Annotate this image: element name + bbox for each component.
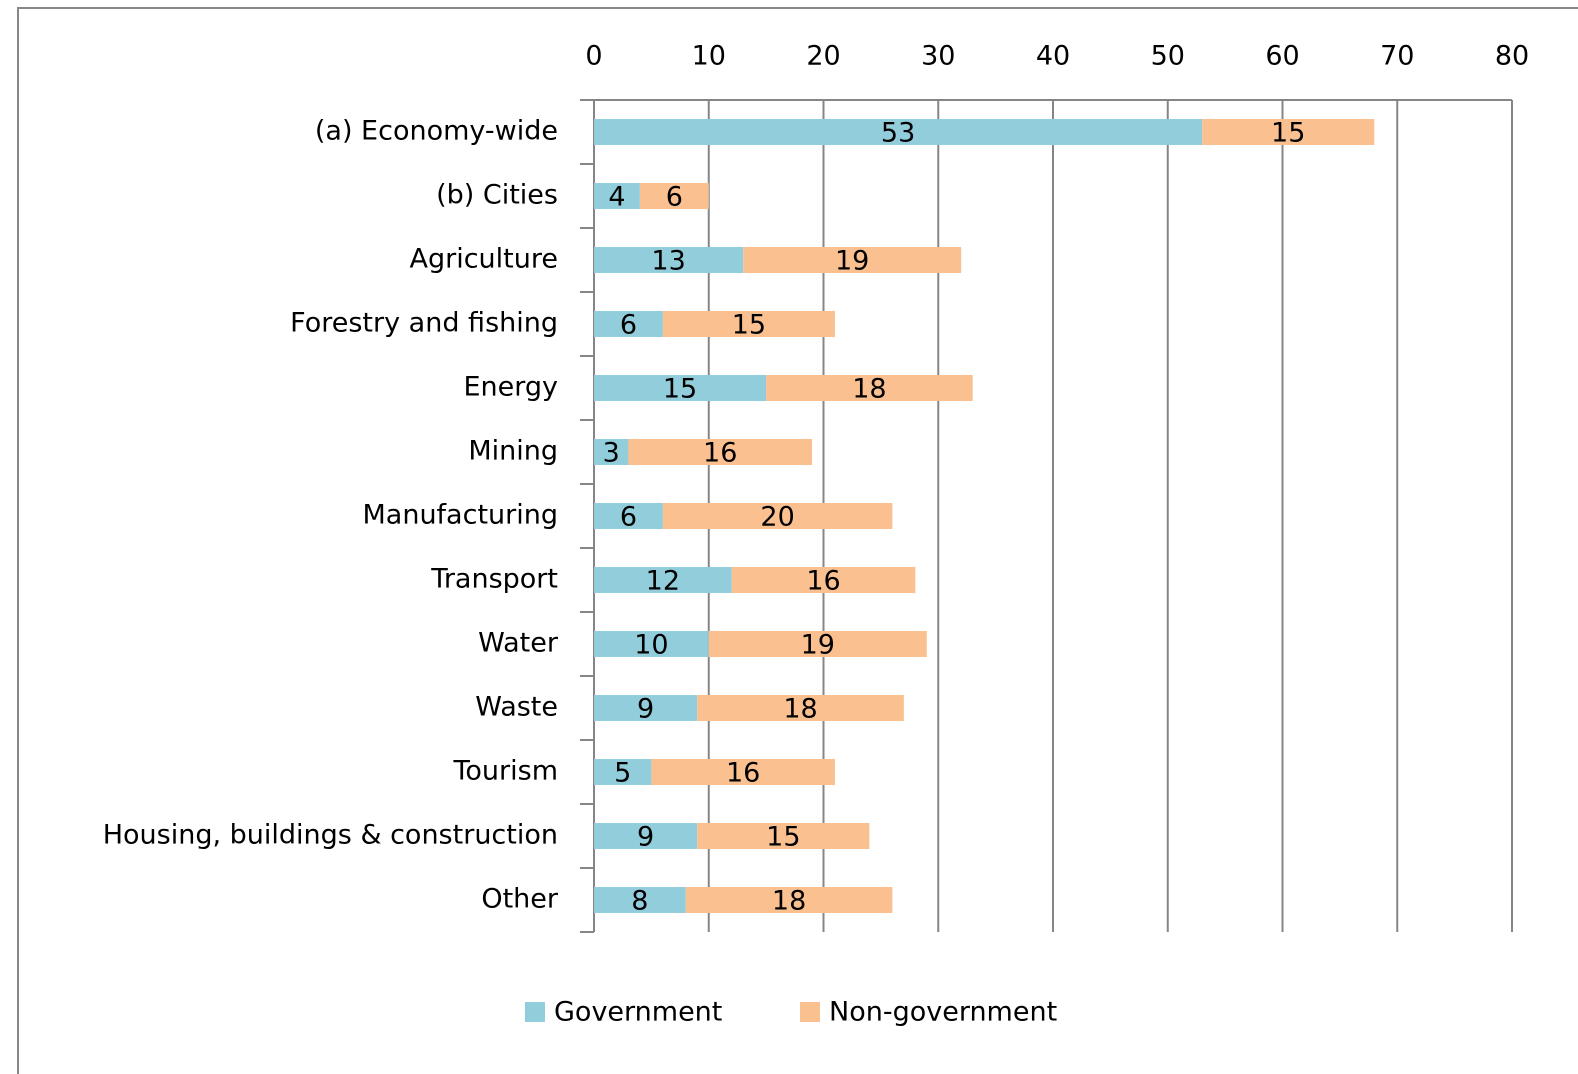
y-tick-label: Forestry and fishing	[290, 308, 558, 339]
x-tick-label: 40	[1036, 41, 1070, 72]
bar-segment	[594, 311, 663, 337]
data-label: 13	[651, 246, 685, 277]
data-label: 16	[726, 758, 760, 789]
y-tick-label: Energy	[463, 372, 558, 403]
bar-segment	[594, 887, 686, 913]
y-tick-label: Water	[478, 628, 559, 659]
bar-segment	[594, 695, 698, 721]
data-label: 6	[666, 182, 683, 213]
bar-segment	[594, 503, 663, 529]
x-tick-label: 80	[1495, 41, 1529, 72]
x-tick-label: 30	[921, 41, 955, 72]
bar-segment	[697, 695, 904, 721]
bar-segment	[594, 439, 629, 465]
data-label: 9	[637, 694, 654, 725]
x-tick-label: 60	[1265, 41, 1299, 72]
data-label: 15	[1271, 118, 1305, 149]
data-label: 20	[760, 502, 794, 533]
y-tick-label: Manufacturing	[362, 500, 558, 531]
data-label: 18	[772, 886, 806, 917]
bar-segment	[708, 631, 927, 657]
x-tick-label: 20	[806, 41, 840, 72]
y-tick-label: Mining	[468, 436, 558, 467]
data-label: 16	[806, 566, 840, 597]
bar-segment	[685, 887, 893, 913]
chart-frame	[17, 7, 1578, 1074]
bar-segment	[594, 119, 1203, 145]
bar-segment	[594, 247, 744, 273]
data-label: 18	[783, 694, 817, 725]
data-label: 15	[732, 310, 766, 341]
bar-segment	[743, 247, 962, 273]
legend-label: Non-government	[829, 997, 1057, 1028]
bar-segment	[594, 567, 732, 593]
y-tick-label: Agriculture	[410, 244, 559, 275]
data-label: 10	[634, 630, 668, 661]
x-tick-label: 50	[1151, 41, 1185, 72]
y-tick-label: Transport	[430, 564, 558, 595]
data-label: 3	[603, 438, 620, 469]
data-label: 15	[663, 374, 697, 405]
bar-segment	[639, 183, 709, 209]
data-label: 8	[631, 886, 648, 917]
x-tick-label: 10	[692, 41, 726, 72]
data-label: 16	[703, 438, 737, 469]
data-label: 53	[881, 118, 915, 149]
bar-segment	[628, 439, 813, 465]
data-label: 4	[608, 182, 625, 213]
data-label: 15	[766, 822, 800, 853]
data-label: 6	[620, 502, 637, 533]
data-label: 12	[646, 566, 680, 597]
legend-swatch	[800, 1002, 820, 1022]
bar-segment	[731, 567, 916, 593]
y-tick-label: Other	[481, 884, 559, 915]
bar-segment	[594, 183, 640, 209]
data-label: 19	[835, 246, 869, 277]
bar-segment	[662, 503, 893, 529]
data-label: 6	[620, 310, 637, 341]
y-tick-label: Waste	[475, 692, 558, 723]
legend-label: Government	[554, 997, 722, 1028]
bar-segment	[766, 375, 973, 401]
bar-segment	[697, 823, 870, 849]
y-tick-label: (b) Cities	[436, 180, 558, 211]
legend-swatch	[525, 1002, 545, 1022]
data-label: 19	[801, 630, 835, 661]
bar-segment	[662, 311, 835, 337]
data-label: 9	[637, 822, 654, 853]
x-tick-label: 70	[1380, 41, 1414, 72]
x-tick-label: 0	[585, 41, 602, 72]
y-tick-label: Housing, buildings & construction	[103, 820, 558, 851]
y-tick-label: (a) Economy-wide	[315, 116, 558, 147]
data-label: 5	[614, 758, 631, 789]
data-label: 18	[852, 374, 886, 405]
bar-segment	[594, 375, 767, 401]
y-tick-label: Tourism	[452, 756, 558, 787]
bar-segment	[594, 823, 698, 849]
bar-segment	[1202, 119, 1375, 145]
bar-segment	[594, 759, 652, 785]
bar-segment	[594, 631, 709, 657]
bar-segment	[651, 759, 835, 785]
